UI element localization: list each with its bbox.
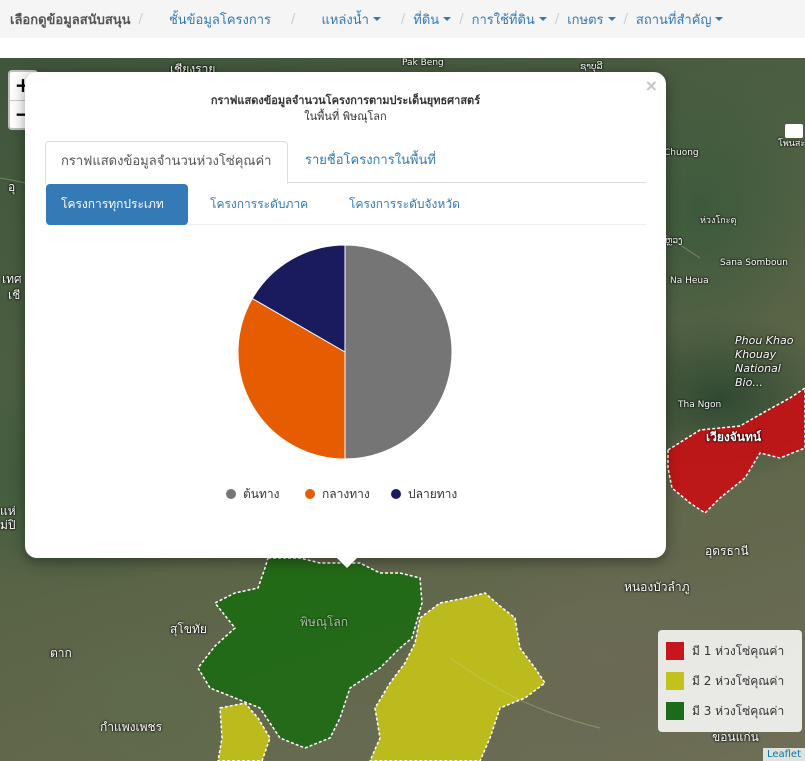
map-label: กำแพงเพชร <box>100 720 163 734</box>
layers-toggle-button[interactable] <box>785 124 803 138</box>
map-label: ม่ปิ <box>0 518 16 532</box>
region-yellow-1[interactable] <box>369 592 547 761</box>
pie-slice-2[interactable] <box>237 297 346 460</box>
legend-marker-2 <box>305 489 315 499</box>
map-label: Pak Beng <box>402 58 444 68</box>
legend-swatch-red <box>666 642 684 660</box>
map-label: ห่วงโกะตุ <box>700 216 737 226</box>
pie-chart: ต้นทาง กลางทาง ปลายทาง <box>226 244 457 501</box>
nav-item-landmarks[interactable]: สถานที่สำคัญ <box>636 9 724 30</box>
map-label: Phou Khao Khouay National Bio... <box>735 334 794 389</box>
nav-item-landmarks-label: สถานที่สำคัญ <box>635 12 712 28</box>
nav-separator: / <box>138 11 143 27</box>
attribution-link[interactable]: Leaflet <box>762 748 805 761</box>
map-label: สุโขทัย <box>170 622 207 636</box>
map-label: ขอนแก่น <box>712 730 759 744</box>
pill-all-projects[interactable]: โครงการทุกประเภท <box>46 184 188 225</box>
legend-label: มี 1 ห่วงโซ่คุณค่า <box>692 643 785 658</box>
popup-subtitle: ในพื้นที่ พิษณุโลก <box>304 110 387 123</box>
nav-separator: / <box>291 11 296 27</box>
map-label: แห่ <box>0 504 16 518</box>
legend-label-2[interactable]: กลางทาง <box>322 487 370 501</box>
map-label: อุดรธานี <box>705 544 749 558</box>
pill-regional-projects[interactable]: โครงการระดับภาค <box>210 197 309 211</box>
map-label: Na Heua <box>670 276 709 286</box>
nav-item-project-layers-label: ชั้นข้อมูลโครงการ <box>168 12 272 28</box>
tab-project-list[interactable]: รายชื่อโครงการในพื้นที่ <box>305 153 436 168</box>
nav-item-land-use[interactable]: การใช้ที่ดิน <box>472 9 547 30</box>
pie-slice-3[interactable] <box>251 244 346 353</box>
close-icon[interactable]: × <box>644 76 658 95</box>
nav-item-support-data: เลือกดูข้อมูลสนับสนุน <box>10 12 131 28</box>
pie-slice-1[interactable] <box>344 244 453 460</box>
region-phitsanulok-green[interactable] <box>197 557 423 749</box>
map-label: เชี <box>8 288 21 302</box>
caret-down-icon <box>372 17 381 21</box>
legend-label-1[interactable]: ต้นทาง <box>243 487 280 501</box>
nav-item-water-sources[interactable]: แหล่งน้ำ <box>321 9 381 30</box>
map-label: ຊາບຸລີ <box>580 62 603 72</box>
chart-popup: × กราฟแสดงข้อมูลจำนวนโครงการตามประเด็นยุ… <box>25 72 666 558</box>
legend-label: มี 3 ห่วงโซ่คุณค่า <box>692 703 785 718</box>
caret-down-icon <box>715 17 724 21</box>
legend-label: มี 2 ห่วงโซ่คุณค่า <box>692 673 785 688</box>
nav-item-land-use-label: การใช้ที่ดิน <box>471 12 535 28</box>
breadcrumb-nav: เลือกดูข้อมูลสนับสนุน / ชั้นข้อมูลโครงกา… <box>0 0 805 38</box>
nav-separator: / <box>459 11 464 27</box>
nav-item-agriculture-label: เกษตร <box>567 12 604 28</box>
legend-marker-3 <box>391 489 401 499</box>
legend-label-3[interactable]: ปลายทาง <box>408 487 457 501</box>
map-label: อุ <box>8 180 16 194</box>
legend-swatch-yellow <box>666 672 684 690</box>
legend-row: มี 3 ห่วงโซ่คุณค่า <box>666 696 794 726</box>
legend-row: มี 1 ห่วงโซ่คุณค่า <box>666 636 794 666</box>
map-label: Tha Ngon <box>678 400 722 410</box>
nav-item-project-layers[interactable]: ชั้นข้อมูลโครงการ <box>169 9 271 30</box>
region-yellow-2[interactable] <box>217 702 271 761</box>
map-label: Chuong <box>664 148 699 158</box>
map-label: หนองบัวลำภู <box>624 580 690 594</box>
caret-down-icon <box>538 17 547 21</box>
map-legend: มี 1 ห่วงโซ่คุณค่า มี 2 ห่วงโซ่คุณค่า มี… <box>658 630 802 732</box>
map-label: ຫຼວງ <box>665 236 683 246</box>
map-label: Sana Somboun <box>720 258 788 268</box>
nav-item-land[interactable]: ที่ดิน <box>413 9 452 30</box>
popup-tip <box>337 558 357 568</box>
legend-row: มี 2 ห่วงโซ่คุณค่า <box>666 666 794 696</box>
pill-provincial-projects[interactable]: โครงการระดับจังหวัด <box>349 197 460 211</box>
project-level-pills: โครงการทุกประเภท โครงการระดับภาค โครงการ… <box>45 184 646 225</box>
map-label: ตาก <box>50 646 72 660</box>
nav-item-water-sources-label: แหล่งน้ำ <box>321 12 369 28</box>
popup-tabs: กราฟแสดงข้อมูลจำนวนห่วงโซ่คุณค่า รายชื่อ… <box>45 141 646 184</box>
nav-separator: / <box>623 11 628 27</box>
region-vientiane-red[interactable] <box>667 387 805 514</box>
nav-separator: / <box>554 11 560 27</box>
map-label: พิษณุโลก <box>300 615 349 629</box>
tab-value-chain-chart[interactable]: กราฟแสดงข้อมูลจำนวนห่วงโซ่คุณค่า <box>45 141 288 184</box>
legend-marker-1 <box>226 489 236 499</box>
legend-swatch-green <box>666 702 684 720</box>
nav-separator: / <box>400 11 406 27</box>
map-label: โพนสะ <box>778 139 805 149</box>
caret-down-icon <box>443 17 452 21</box>
popup-title: กราฟแสดงข้อมูลจำนวนโครงการตามประเด็นยุทธ… <box>210 94 481 107</box>
nav-item-agriculture[interactable]: เกษตร <box>567 9 616 30</box>
map-label: เทศ <box>2 272 22 286</box>
map-label: เวียงจันทน์ <box>706 430 762 444</box>
caret-down-icon <box>607 17 616 21</box>
nav-item-land-label: ที่ดิน <box>413 12 440 28</box>
